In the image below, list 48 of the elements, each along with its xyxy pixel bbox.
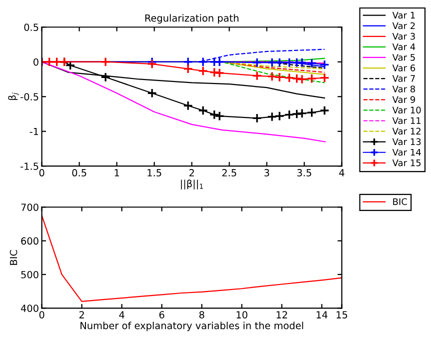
legend-label: Var 9 xyxy=(392,96,415,103)
x-tick-label: 14 xyxy=(316,311,328,318)
legend-label: Var 7 xyxy=(392,75,415,82)
legend-label: Var 3 xyxy=(392,32,415,40)
legend-label: Var 14 xyxy=(392,148,421,156)
x-tick-label: 10 xyxy=(236,311,248,318)
x-axis-title: ||β||$_{1}$ xyxy=(181,180,203,190)
y-axis-title: β$_{j}$ xyxy=(8,92,19,100)
x-tick-label: 1.5 xyxy=(148,169,162,176)
x-tick-label: 15 xyxy=(336,311,348,318)
x-tick-label: 3.5 xyxy=(297,169,312,176)
legend-label: Var 11 xyxy=(392,117,421,124)
chart-title: Regularization path xyxy=(145,14,238,24)
y-tick-label: 0.5 xyxy=(24,24,38,31)
x-tick-label: 4 xyxy=(119,311,124,318)
legend-label: Var 15 xyxy=(392,159,421,166)
legend-label: Var 2 xyxy=(392,22,415,30)
legend-label: Var 4 xyxy=(392,44,416,50)
x-tick-label: 4 xyxy=(339,169,344,176)
x-tick-label: 0 xyxy=(39,311,44,318)
legend-label: Var 6 xyxy=(392,64,416,72)
y-tick-label: -1 xyxy=(30,128,38,136)
legend-label: Var 13 xyxy=(392,138,421,146)
y-tick-label: 400 xyxy=(20,304,38,312)
legend-label: Var 12 xyxy=(392,128,420,135)
y-tick-label: -1.5 xyxy=(20,162,38,170)
x-tick-label: 2.5 xyxy=(222,169,236,176)
x-tick-label: 2 xyxy=(79,311,84,318)
x-tick-label: 0.5 xyxy=(72,169,86,176)
y-tick-label: 600 xyxy=(21,237,38,245)
legend-label: Var 1 xyxy=(392,12,415,19)
y-axis-title: BIC xyxy=(10,250,18,265)
y-tick-label: -0.5 xyxy=(20,93,38,100)
x-tick-label: 2 xyxy=(189,169,194,176)
x-axis-title: Number of explanatory variables in the model xyxy=(80,322,304,332)
legend-label: Var 5 xyxy=(392,54,415,61)
y-tick-label: 700 xyxy=(21,204,38,211)
x-tick-label: 6 xyxy=(159,311,164,318)
x-tick-label: 8 xyxy=(199,311,204,318)
x-tick-label: 0 xyxy=(39,169,44,176)
x-tick-label: 1 xyxy=(114,169,119,176)
y-tick-label: 0 xyxy=(33,58,38,66)
x-tick-label: 12 xyxy=(276,311,287,318)
legend-label: Var 8 xyxy=(392,86,416,92)
legend-label: Var 10 xyxy=(392,106,421,114)
x-tick-label: 3 xyxy=(264,169,270,176)
y-tick-label: 500 xyxy=(21,270,38,278)
text: BIC xyxy=(393,198,407,206)
